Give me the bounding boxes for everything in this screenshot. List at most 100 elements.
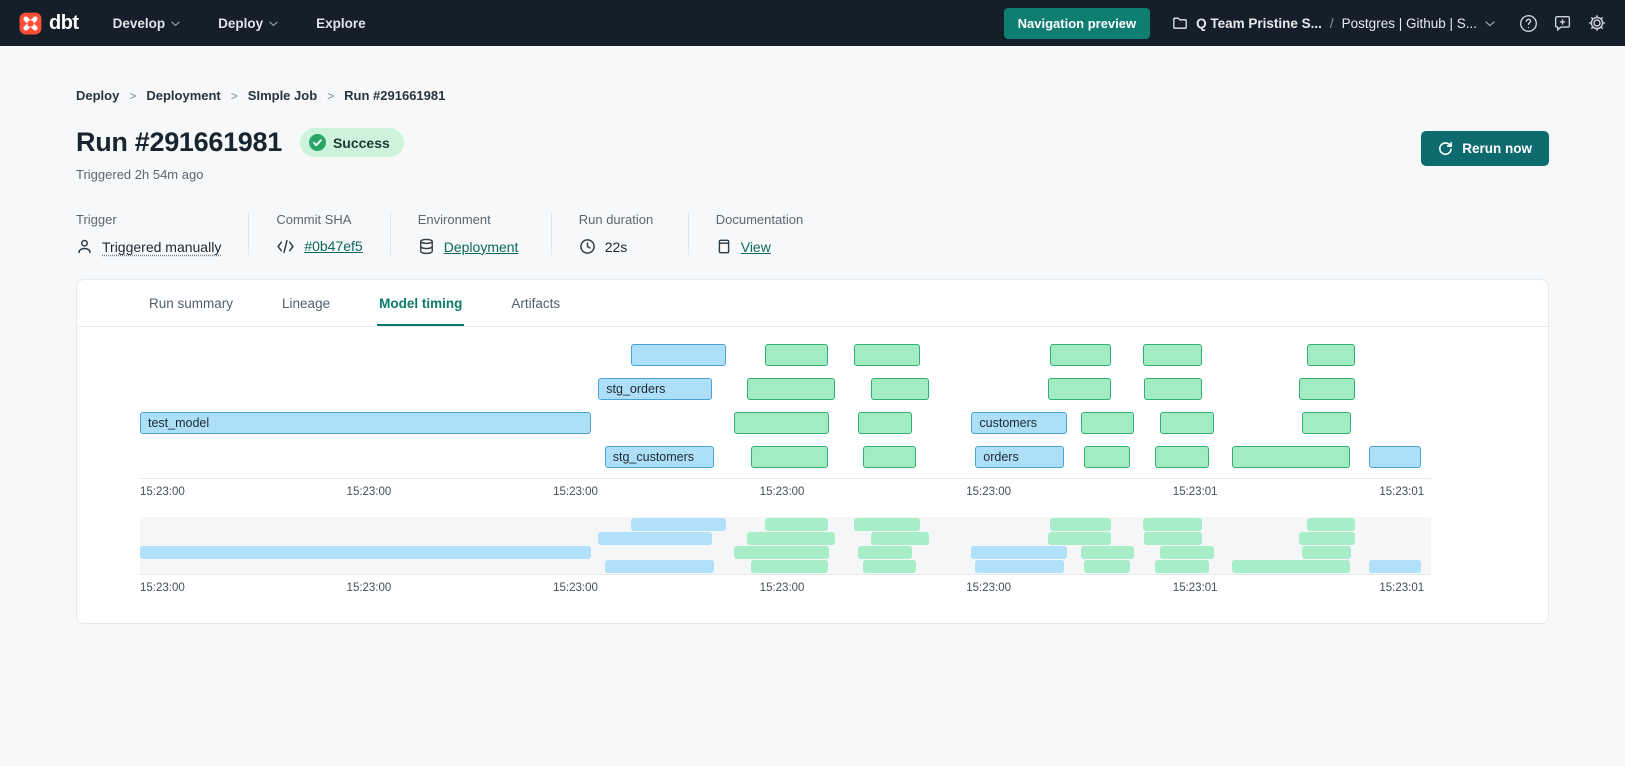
- nav-menu-deploy[interactable]: Deploy: [218, 16, 278, 31]
- minimap-bar: [630, 518, 727, 531]
- gantt-bar[interactable]: [1301, 412, 1351, 434]
- minimap-bar: [1307, 518, 1355, 531]
- minimap-bar: [853, 518, 920, 531]
- minimap-bar: [971, 546, 1067, 559]
- gantt-bar[interactable]: [1232, 446, 1350, 468]
- gantt-row-2: stg_orders: [140, 378, 1431, 400]
- minimap-bar: [870, 532, 929, 545]
- gantt-bar[interactable]: [1081, 412, 1135, 434]
- meta-value-documentation[interactable]: View: [740, 238, 771, 255]
- breadcrumb-item-deploy[interactable]: Deploy: [76, 88, 120, 103]
- axis-tick-label: 15:23:01: [1172, 582, 1218, 594]
- tab-run-summary[interactable]: Run summary: [149, 296, 234, 311]
- nav-menu-develop[interactable]: Develop: [113, 16, 181, 31]
- minimap-bar: [857, 546, 912, 559]
- rerun-now-button[interactable]: Rerun now: [1421, 131, 1549, 166]
- dbt-logo-text: dbt: [49, 11, 79, 34]
- gantt-bar-stg-customers[interactable]: stg_customers: [604, 446, 715, 468]
- gantt-bar[interactable]: [1083, 446, 1131, 468]
- meta-value: 22s: [579, 238, 661, 255]
- breadcrumb-item-run-291661981: Run #291661981: [344, 88, 446, 103]
- gantt-bar[interactable]: [857, 412, 912, 434]
- tab-artifacts[interactable]: Artifacts: [511, 296, 561, 311]
- gantt-bar[interactable]: [1154, 446, 1209, 468]
- dbt-logo[interactable]: dbt: [18, 11, 79, 36]
- minimap-bar: [975, 560, 1065, 573]
- axis-tick-label: 15:23:01: [1172, 486, 1218, 498]
- code-icon: [276, 239, 295, 254]
- gantt-bar[interactable]: [1047, 378, 1111, 400]
- axis-tick-label: 15:23:01: [1379, 582, 1425, 594]
- minimap-bar: [1050, 518, 1111, 531]
- minimap-bar: [1143, 518, 1203, 531]
- gantt-bar-label: customers: [979, 416, 1038, 430]
- gantt-bar[interactable]: [764, 344, 829, 366]
- gantt-bar[interactable]: [630, 344, 727, 366]
- gantt-bar[interactable]: [733, 412, 830, 434]
- gantt-bar-label: test_model: [148, 416, 210, 430]
- account-switcher[interactable]: Q Team Pristine S... / Postgres | Github…: [1172, 15, 1495, 31]
- environment-name: Postgres | Github | S...: [1341, 15, 1477, 31]
- run-meta-row: Trigger Triggered manually Commit SHA #0b47…: [76, 212, 1549, 255]
- gantt-bar-orders[interactable]: orders: [975, 446, 1065, 468]
- nav-icon-group: [1519, 13, 1607, 33]
- axis-tick-label: 15:23:00: [346, 582, 392, 594]
- nav-menu-label: Explore: [316, 15, 366, 31]
- gantt-bar[interactable]: [1369, 446, 1421, 468]
- gantt-bar[interactable]: [1307, 344, 1355, 366]
- tab-model-timing[interactable]: Model timing: [377, 280, 465, 326]
- gantt-bar[interactable]: [1159, 412, 1215, 434]
- gantt-bar[interactable]: [1050, 344, 1111, 366]
- axis-tick-label: 15:23:00: [759, 486, 805, 498]
- minimap-bar: [1154, 560, 1209, 573]
- tab-lineage[interactable]: Lineage: [282, 296, 331, 311]
- meta-label: Commit SHA: [276, 212, 352, 227]
- gantt-bar[interactable]: [1143, 344, 1203, 366]
- meta-label: Trigger: [76, 212, 117, 227]
- person-icon: [76, 238, 93, 255]
- page-title: Run #291661981: [76, 127, 282, 157]
- minimap-bar: [1081, 546, 1135, 559]
- rerun-now-label: Rerun now: [1462, 141, 1532, 156]
- navigation-preview-button[interactable]: Navigation preview: [1003, 7, 1151, 39]
- axis-tick-label: 15:23:00: [140, 486, 185, 498]
- gantt-chart: stg_orders test_model customers stg_custome…: [140, 344, 1431, 468]
- help-button[interactable]: [1519, 14, 1538, 33]
- run-detail-card: Run summary Lineage Model timing Artifacts …: [76, 279, 1549, 624]
- chevron-down-icon: [171, 21, 180, 27]
- folder-icon: [1172, 15, 1188, 31]
- meta-documentation: Documentation View: [716, 212, 830, 255]
- meta-value: Triggered manually: [76, 238, 221, 255]
- breadcrumb-item-deployment[interactable]: Deployment: [146, 88, 221, 103]
- gantt-bar[interactable]: [750, 446, 829, 468]
- minimap-bar: [140, 546, 591, 559]
- path-separator: /: [1329, 15, 1334, 31]
- gantt-bar[interactable]: [1144, 378, 1203, 400]
- meta-value-trigger: Triggered manually: [102, 238, 222, 255]
- meta-label: Run duration: [578, 212, 654, 227]
- gantt-bar-test-model[interactable]: test_model: [140, 412, 591, 434]
- meta-value: #0b47ef5: [276, 238, 363, 254]
- meta-value-commit-sha[interactable]: #0b47ef5: [304, 238, 363, 254]
- triggered-timestamp: Triggered 2h 54m ago: [76, 167, 204, 182]
- nav-menu-explore[interactable]: Explore: [316, 16, 366, 31]
- gantt-bar[interactable]: [853, 344, 920, 366]
- gantt-bar-stg-orders[interactable]: stg_orders: [598, 378, 712, 400]
- meta-value-environment[interactable]: Deployment: [443, 238, 519, 255]
- run-header: Run #291661981 Success Triggered 2h 54m …: [76, 127, 1549, 182]
- gantt-time-axis: 15:23:00 15:23:00 15:23:00 15:23:00 15:23:00…: [140, 478, 1431, 505]
- timing-minimap[interactable]: [140, 517, 1431, 574]
- breadcrumb-item-simple-job[interactable]: SImple Job: [247, 88, 318, 103]
- gantt-bar-label: stg_orders: [606, 382, 666, 396]
- gantt-bar[interactable]: [1299, 378, 1355, 400]
- settings-button[interactable]: [1587, 13, 1607, 33]
- feedback-button[interactable]: [1553, 14, 1572, 33]
- axis-tick-label: 15:23:01: [1379, 486, 1425, 498]
- gantt-bar[interactable]: [746, 378, 835, 400]
- database-icon: [418, 238, 435, 255]
- gantt-bar-customers[interactable]: customers: [971, 412, 1067, 434]
- document-icon: [716, 238, 732, 255]
- gantt-bar[interactable]: [870, 378, 929, 400]
- gantt-bar[interactable]: [862, 446, 916, 468]
- dbt-logo-icon: [18, 11, 43, 36]
